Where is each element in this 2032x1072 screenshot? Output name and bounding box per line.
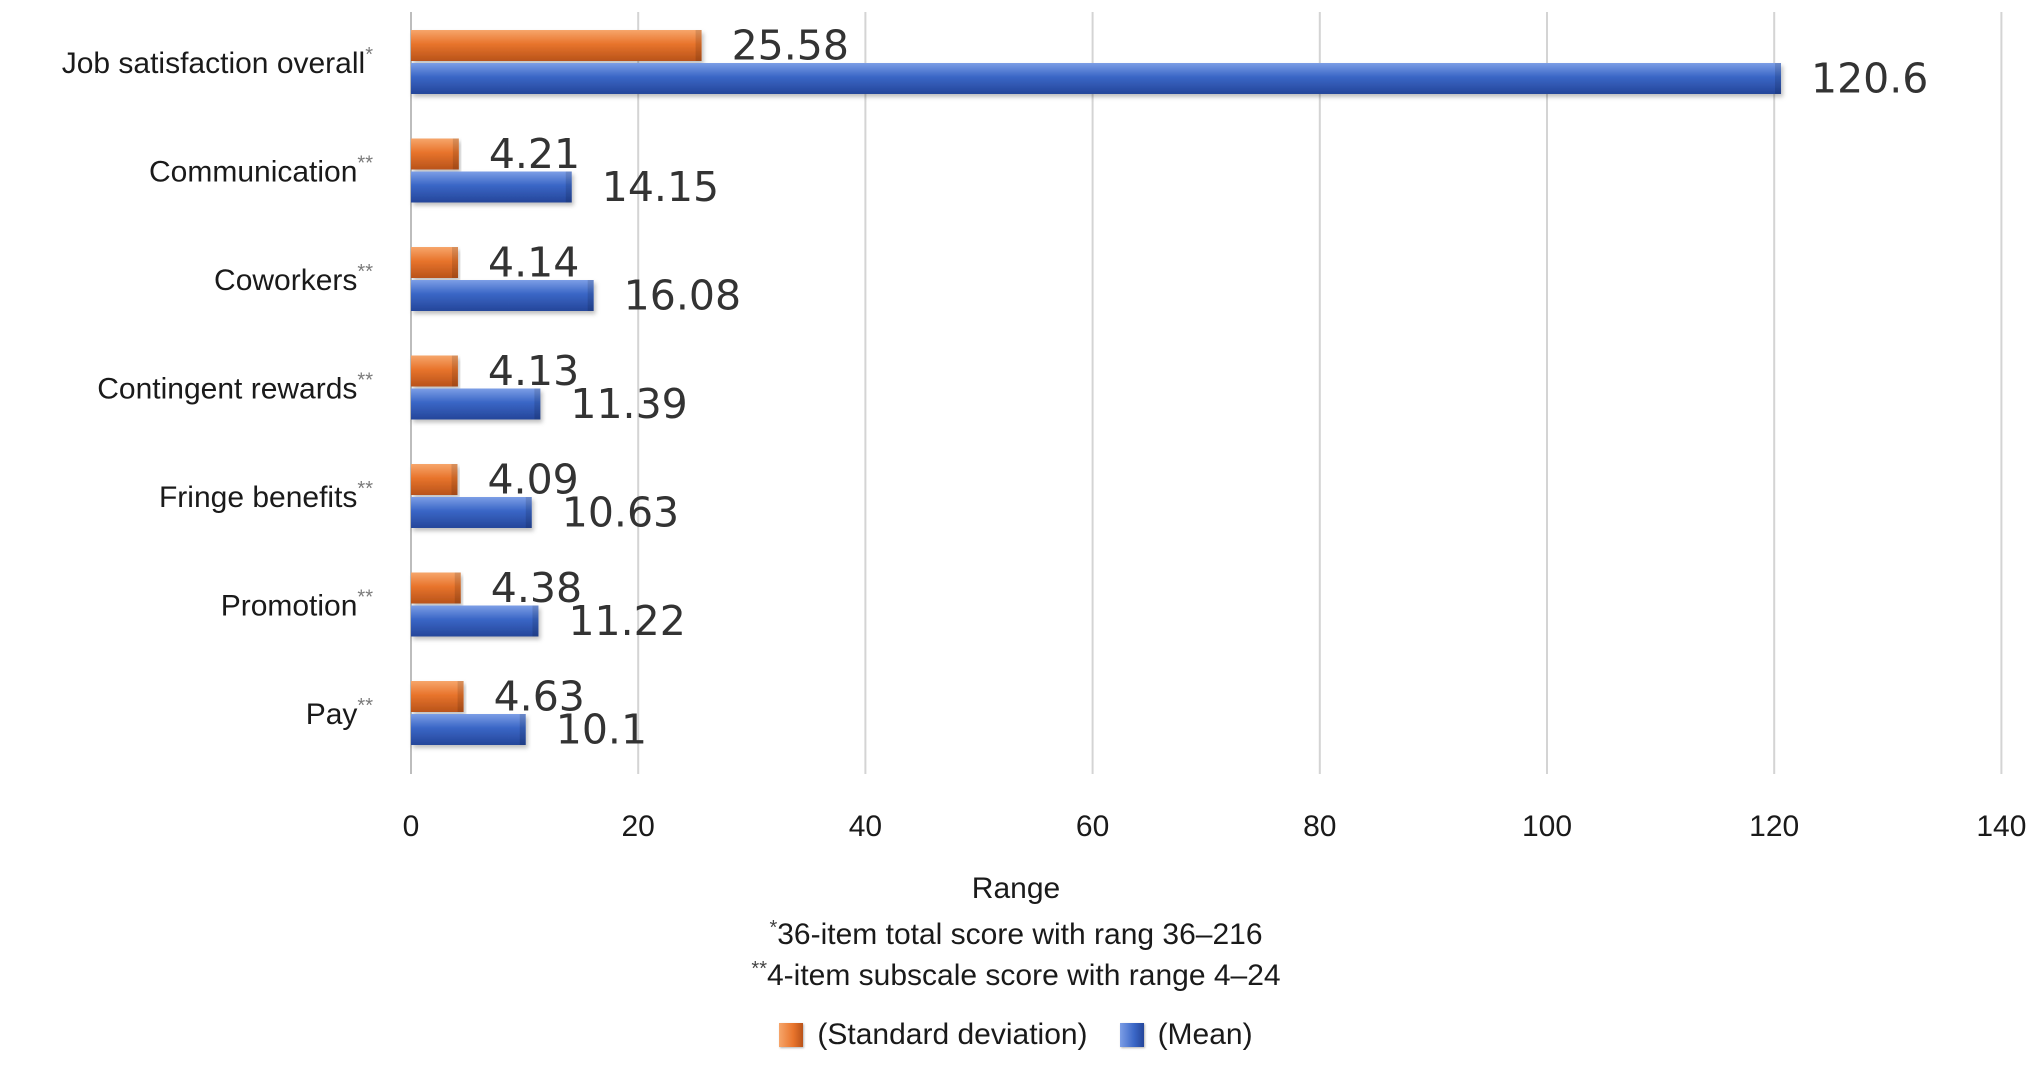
data-label-mean-4: 10.63 [562, 489, 679, 537]
bar-sd-4 [411, 464, 458, 495]
gridlines [410, 12, 2003, 774]
bar-mean-4 [411, 497, 532, 528]
x-tick-label-20: 20 [622, 810, 655, 843]
bar-face-1-4 [525, 497, 532, 528]
data-label-sd-0: 25.58 [732, 22, 849, 70]
x-tick-label-80: 80 [1303, 810, 1336, 843]
category-mark: ** [357, 478, 373, 500]
category-mark: ** [357, 261, 373, 283]
bar-face-0-3 [451, 355, 458, 387]
bar-face-1-0 [1775, 63, 1782, 94]
category-label-3: Contingent rewards** [97, 370, 373, 406]
data-label-sd-5: 4.38 [491, 564, 582, 612]
footnote-subscale-score: **4-item subscale score with range 4–24 [0, 958, 2032, 993]
data-label-sd-3: 4.13 [488, 347, 579, 395]
bar-face-1-2 [587, 280, 594, 311]
data-label-mean-2: 16.08 [624, 272, 741, 320]
x-tick-label-140: 140 [1976, 810, 2026, 843]
bar-mean-6 [411, 714, 526, 745]
category-label-6: Pay** [306, 695, 373, 731]
legend-item-mean: (Mean) [1119, 1018, 1253, 1052]
category-mark: ** [357, 587, 373, 609]
bar-face-0-5 [454, 572, 461, 604]
bar-face-0-2 [452, 247, 459, 278]
data-label-mean-3: 11.39 [570, 380, 687, 428]
bar-face-0-6 [457, 681, 464, 712]
legend-item-standard-deviation: (Standard deviation) [779, 1018, 1088, 1052]
x-axis-ticks: 0 20 40 60 80 100 120 140 [403, 810, 2027, 843]
bar-face-0-1 [452, 138, 459, 170]
bar-mean-0 [411, 63, 1782, 94]
x-tick-label-100: 100 [1522, 810, 1572, 843]
category-label-1: Communication** [149, 153, 373, 189]
data-label-sd-6: 4.63 [494, 673, 585, 721]
bar-mean-5 [411, 605, 539, 637]
x-tick-label-0: 0 [403, 810, 420, 843]
bar-mean-1 [411, 171, 572, 203]
category-labels: Job satisfaction overall* Communication**… [62, 44, 374, 731]
category-mark: * [365, 44, 373, 66]
bar-mean-3 [411, 388, 541, 420]
bar-face-1-6 [519, 714, 526, 745]
legend-swatch-blue [1119, 1023, 1144, 1047]
bar-sd-2 [411, 247, 459, 278]
footnote-mark: * [769, 917, 778, 939]
bar-face-0-4 [451, 464, 458, 495]
bar-sd-5 [411, 572, 461, 604]
data-label-mean-1: 14.15 [602, 163, 719, 211]
bar-sd-1 [411, 138, 459, 170]
category-mark: ** [357, 153, 373, 175]
category-label-0: Job satisfaction overall* [62, 44, 374, 80]
footnote-text: 4-item subscale score with range 4–24 [766, 959, 1281, 992]
category-label-2: Coworkers** [214, 261, 373, 297]
x-tick-label-40: 40 [849, 810, 882, 843]
data-label-mean-6: 10.1 [556, 706, 647, 754]
bar-face-0-0 [695, 30, 702, 61]
category-label-5: Promotion** [221, 587, 374, 623]
legend-label: (Mean) [1157, 1018, 1253, 1051]
category-mark: ** [357, 370, 373, 392]
legend-swatch-orange [779, 1023, 804, 1047]
footnote-text: 36-item total score with rang 36–216 [777, 918, 1263, 951]
legend-label: (Standard deviation) [817, 1018, 1088, 1051]
data-label-mean-5: 11.22 [568, 597, 685, 645]
data-label-sd-2: 4.14 [488, 239, 579, 287]
bars [411, 30, 1782, 745]
data-label-sd-1: 4.21 [489, 130, 580, 178]
x-tick-label-120: 120 [1749, 810, 1799, 843]
footnote-total-score: *36-item total score with rang 36–216 [0, 917, 2032, 952]
data-label-sd-4: 4.09 [487, 456, 578, 504]
footnote-mark: ** [751, 958, 767, 980]
x-tick-label-60: 60 [1076, 810, 1109, 843]
data-label-mean-0: 120.6 [1811, 55, 1928, 103]
bar-sd-3 [411, 355, 458, 387]
bar-sd-6 [411, 681, 464, 712]
bar-face-1-3 [534, 388, 541, 420]
x-axis-title: Range [971, 872, 1061, 905]
category-label-4: Fringe benefits** [159, 478, 373, 514]
category-mark: ** [357, 695, 373, 717]
bar-sd-0 [411, 30, 702, 61]
bar-face-1-5 [532, 605, 539, 637]
bar-face-1-1 [565, 171, 572, 203]
legend: (Standard deviation) (Mean) [0, 1018, 2032, 1052]
bar-mean-2 [411, 280, 594, 311]
